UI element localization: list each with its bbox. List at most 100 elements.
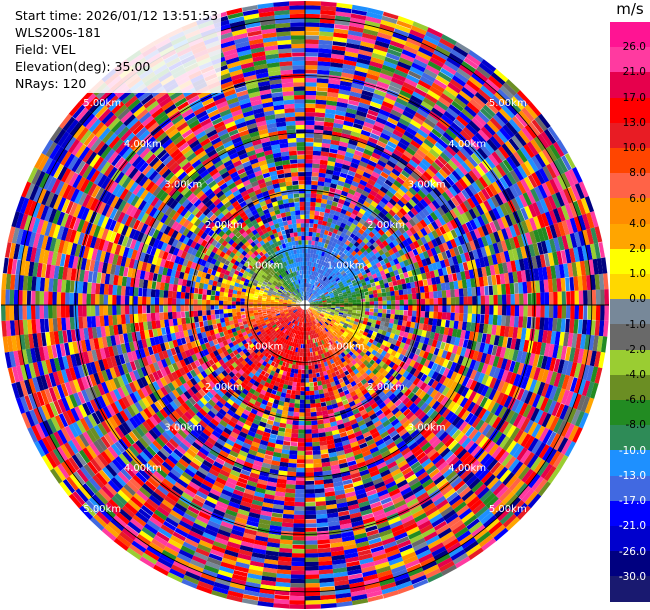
range-gate [327, 249, 333, 255]
range-gate [330, 266, 335, 272]
range-gate [360, 156, 370, 164]
range-gate [466, 322, 472, 332]
range-gate [333, 257, 339, 263]
range-gate [528, 392, 537, 407]
range-gate [343, 254, 349, 260]
range-gate [338, 235, 344, 242]
range-gate [394, 125, 406, 135]
range-gate [578, 290, 584, 305]
range-gate [315, 287, 319, 292]
range-gate [395, 24, 411, 34]
range-gate [391, 194, 400, 203]
range-gate [330, 57, 344, 64]
range-gate [445, 85, 459, 98]
range-gate [352, 176, 361, 184]
range-gate [315, 372, 321, 378]
range-gate [340, 252, 346, 258]
range-gate [461, 321, 468, 331]
range-gate [397, 256, 404, 263]
range-gate [585, 244, 593, 261]
range-gate [450, 312, 455, 321]
range-gate [367, 193, 376, 201]
range-gate [484, 156, 496, 169]
range-gate [518, 316, 524, 328]
range-gate [317, 308, 323, 311]
range-gate [358, 258, 365, 265]
range-gate [408, 276, 415, 283]
range-gate [322, 256, 327, 262]
range-gate [466, 101, 480, 114]
range-gate [502, 82, 517, 97]
range-gate [481, 374, 490, 386]
range-gate [364, 314, 369, 319]
range-gate [486, 120, 500, 133]
range-gate [310, 416, 318, 421]
range-gate [309, 283, 312, 289]
range-gate [545, 414, 556, 430]
range-gate [404, 41, 420, 51]
range-gate [475, 394, 485, 406]
range-gate [516, 327, 523, 340]
range-gate [466, 79, 481, 92]
range-gate [465, 358, 473, 368]
range-gate [559, 190, 569, 206]
range-gate [314, 276, 318, 281]
range-gate [423, 317, 429, 325]
range-gate [339, 305, 345, 308]
range-gate [300, 386, 306, 392]
range-gate [359, 241, 366, 248]
range-gate [316, 287, 320, 292]
range-gate [326, 268, 331, 274]
range-gate [324, 291, 329, 295]
range-gate [378, 325, 385, 331]
range-gate [587, 290, 592, 305]
range-gate [431, 339, 438, 348]
range-gate [359, 253, 366, 259]
range-gate [564, 391, 574, 407]
range-gate [388, 227, 396, 235]
range-gate [446, 305, 451, 313]
range-gate [429, 270, 436, 279]
range-gate [548, 305, 554, 318]
range-gate [344, 224, 351, 231]
range-gate [285, 484, 296, 490]
range-gate [358, 228, 365, 235]
range-gate [603, 320, 609, 337]
range-gate [511, 115, 525, 130]
range-gate [416, 246, 423, 255]
range-gate [326, 299, 331, 302]
range-gate [499, 127, 512, 141]
range-gate [304, 527, 318, 533]
range-gate [601, 336, 608, 353]
range-gate [350, 317, 356, 322]
range-gate [403, 45, 419, 55]
range-gate [391, 36, 407, 46]
range-gate [414, 132, 426, 142]
range-gate [561, 220, 570, 236]
range-gate [535, 255, 542, 269]
range-gate [477, 362, 485, 373]
range-gate [348, 226, 355, 233]
range-gate [403, 294, 409, 300]
range-gate [423, 285, 429, 293]
range-gate [322, 134, 332, 140]
range-gate [355, 315, 360, 320]
range-gate [528, 244, 536, 257]
range-gate [347, 324, 353, 329]
range-gate [363, 148, 374, 157]
range-gate [313, 137, 323, 143]
range-gate [380, 104, 393, 114]
range-gate [323, 121, 334, 128]
range-gate [446, 107, 459, 119]
range-gate [373, 327, 379, 333]
range-gate [427, 89, 441, 101]
range-gate [371, 171, 381, 179]
range-gate [312, 232, 317, 237]
range-gate [344, 302, 349, 305]
range-gate [459, 296, 464, 305]
range-gate [471, 117, 484, 130]
range-gate [400, 153, 411, 163]
range-gate [378, 136, 389, 145]
range-gate [335, 106, 347, 113]
range-gate [493, 264, 500, 275]
